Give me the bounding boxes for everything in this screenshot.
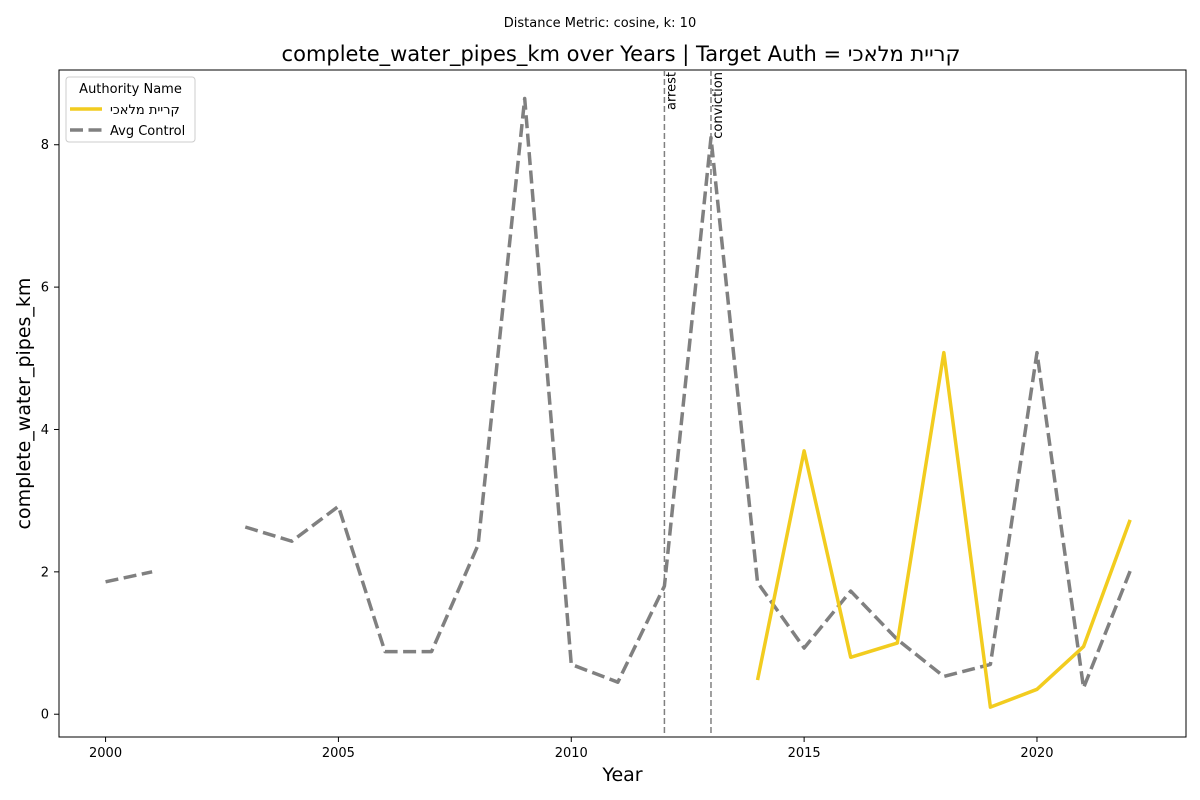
y-tick-label: 0	[41, 708, 49, 723]
y-axis-label: complete_water_pipes_km	[13, 278, 35, 530]
chart-title: complete_water_pipes_km over Years | Tar…	[282, 42, 961, 67]
series-line-avg-control	[244, 96, 1132, 690]
x-tick-label: 2005	[322, 746, 355, 761]
legend-item-label: Avg Control	[110, 124, 185, 139]
legend-item-label: קריית מלאכי	[110, 103, 180, 118]
legend-title: Authority Name	[79, 82, 182, 97]
event-label-conviction: conviction	[711, 72, 726, 139]
legend-box	[65, 76, 196, 143]
event-markers: arrest conviction	[663, 70, 726, 737]
x-axis: 2000 2005 2010 2015 2020	[89, 737, 1054, 761]
x-tick-label: 2000	[89, 746, 122, 761]
series-line-avg-control	[105, 570, 153, 584]
series-layer	[105, 96, 1132, 709]
event-label-arrest: arrest	[664, 72, 679, 110]
legend: Authority Name קריית מלאכי Avg Control	[65, 76, 196, 143]
y-tick-label: 6	[41, 281, 49, 296]
x-tick-label: 2010	[555, 746, 588, 761]
x-tick-label: 2015	[788, 746, 821, 761]
y-tick-label: 4	[41, 423, 49, 438]
y-tick-label: 8	[41, 138, 49, 153]
x-axis-label: Year	[601, 764, 642, 786]
x-tick-label: 2020	[1020, 746, 1053, 761]
y-axis: 0 2 4 6 8	[41, 138, 59, 723]
chart-suptitle: Distance Metric: cosine, k: 10	[504, 16, 696, 31]
y-tick-label: 2	[41, 565, 49, 580]
plot-area	[58, 69, 1187, 738]
series-line-target	[755, 350, 1132, 709]
